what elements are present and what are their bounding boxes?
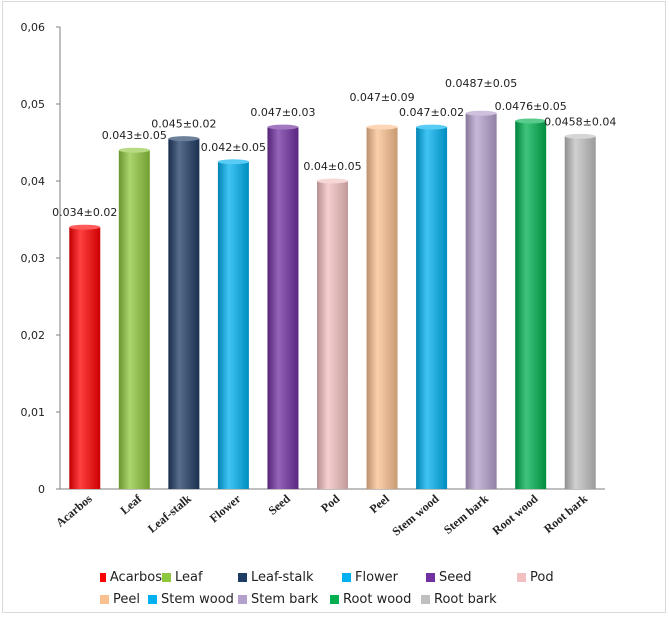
legend-swatch — [330, 594, 339, 604]
bar-cap — [168, 136, 200, 142]
legend-swatch — [162, 572, 171, 582]
legend-swatch — [517, 572, 526, 582]
y-tick-label: 0 — [38, 483, 45, 496]
x-tick-label: Root wood — [489, 491, 540, 537]
x-tick-label: Leaf — [117, 491, 145, 517]
x-tick-label: Flower — [207, 491, 244, 525]
y-tick-label: 0,02 — [21, 329, 46, 342]
legend-label: Root bark — [434, 591, 497, 607]
legend-label: Leaf — [175, 569, 203, 585]
data-label: 0.045±0.02 — [151, 118, 216, 131]
chart-legend: Acarbos Leaf Leaf-stalk Flower Seed Pod Peel S… — [100, 566, 570, 610]
data-label: 0.034±0.02 — [52, 206, 117, 219]
legend-row-2: Peel Stem wood Stem bark Root wood Root bark — [100, 588, 570, 610]
legend-label: Flower — [355, 569, 399, 585]
legend-item: Leaf-stalk — [238, 570, 342, 585]
bar-acarbos — [69, 227, 101, 489]
bar-stem-bark — [465, 113, 497, 490]
bar-cap — [564, 133, 596, 139]
legend-label: Seed — [439, 569, 472, 585]
bar-cap — [317, 178, 348, 184]
legend-item: Peel — [100, 592, 148, 607]
data-label: 0.047±0.03 — [250, 106, 315, 119]
x-tick-label: Stem bark — [441, 491, 491, 536]
y-tick-label: 0,04 — [21, 175, 46, 188]
legend-swatch — [342, 572, 351, 582]
data-label: 0.047±0.09 — [349, 91, 414, 104]
x-tick-label: Root bark — [541, 491, 590, 536]
legend-item: Pod — [517, 570, 554, 585]
x-tick-label: Pod — [318, 491, 343, 515]
bar-peel — [366, 127, 398, 489]
bar-root-wood — [515, 120, 547, 489]
bar-cap — [118, 147, 150, 153]
legend-label: Acarbos — [109, 569, 162, 585]
bar-root-bark — [564, 136, 596, 489]
legend-swatch — [148, 594, 157, 604]
bar-stem-wood — [416, 127, 448, 489]
bar-cap — [217, 159, 249, 165]
legend-item: Root wood — [330, 592, 421, 607]
legend-item: Stem wood — [148, 592, 238, 607]
data-label: 0.043±0.05 — [102, 129, 167, 142]
bar-cap — [515, 118, 547, 124]
legend-label: Peel — [113, 591, 140, 607]
legend-label: Stem bark — [251, 591, 319, 607]
legend-swatch — [421, 594, 430, 604]
legend-row-1: Acarbos Leaf Leaf-stalk Flower Seed Pod — [100, 566, 570, 588]
data-label: 0.0476±0.05 — [495, 100, 567, 113]
x-tick-label: Peel — [367, 491, 393, 516]
legend-item: Root bark — [421, 592, 497, 607]
x-tick-label: Seed — [265, 491, 293, 517]
data-label: 0.04±0.05 — [303, 160, 361, 173]
x-tick-label: Leaf-stalk — [145, 491, 194, 535]
bar-leaf — [118, 150, 150, 489]
legend-item: Seed — [426, 570, 517, 585]
legend-item: Stem bark — [238, 592, 330, 607]
legend-label: Pod — [530, 569, 554, 585]
legend-item: Leaf — [162, 570, 238, 585]
data-label: 0.042±0.05 — [201, 141, 266, 154]
y-tick-label: 0,05 — [21, 98, 46, 111]
legend-item: Flower — [342, 570, 426, 585]
data-label: 0.047±0.02 — [399, 106, 464, 119]
legend-item: Acarbos — [100, 570, 162, 585]
bar-cap — [69, 224, 101, 230]
x-tick-label: Acarbos — [53, 491, 95, 529]
bar-flower — [217, 161, 249, 489]
legend-label: Stem wood — [161, 591, 234, 607]
bar-pod — [317, 181, 348, 489]
bar-cap — [267, 124, 299, 130]
y-tick-label: 0,03 — [21, 252, 46, 265]
bar-leaf-stalk — [168, 138, 200, 489]
legend-label: Leaf-stalk — [251, 569, 314, 585]
bar-seed — [267, 127, 299, 489]
legend-swatch — [238, 594, 247, 604]
bar-cap — [465, 110, 497, 116]
legend-swatch — [238, 572, 247, 582]
legend-swatch — [100, 572, 106, 582]
legend-label: Root wood — [343, 591, 412, 607]
data-label: 0.0487±0.05 — [445, 77, 517, 90]
x-tick-label: Stem wood — [389, 491, 441, 538]
legend-swatch — [100, 594, 109, 604]
y-tick-label: 0,01 — [21, 406, 46, 419]
y-tick-label: 0,06 — [21, 21, 46, 34]
data-label: 0.0458±0.04 — [544, 115, 616, 128]
bar-cap — [366, 124, 398, 130]
legend-swatch — [426, 572, 435, 582]
bar-cap — [416, 124, 448, 130]
